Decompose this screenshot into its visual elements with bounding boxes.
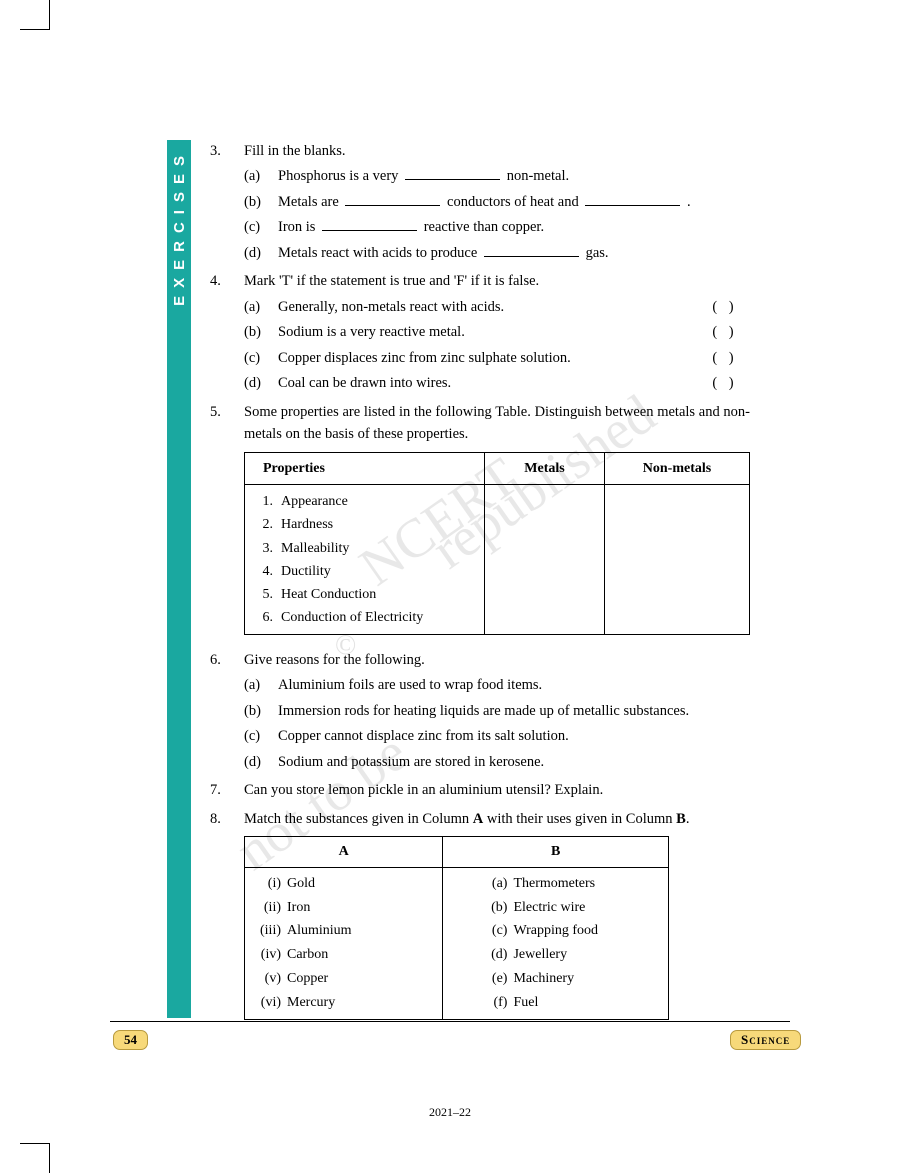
q5-body: Some properties are listed in the follow… (244, 401, 750, 645)
blank-input[interactable] (405, 167, 500, 181)
q4-body: Mark 'T' if the statement is true and 'F… (244, 270, 750, 394)
exercises-label: EXERCISES (171, 148, 188, 306)
blank-input[interactable] (345, 192, 440, 206)
q6-num: 6. (210, 649, 244, 773)
q8-num: 8. (210, 808, 244, 1030)
question-5: 5. Some properties are listed in the fol… (210, 401, 750, 645)
q6-d: (d)Sodium and potassium are stored in ke… (244, 751, 750, 773)
properties-table: Properties Metals Non-metals 1.Appearanc… (244, 452, 750, 635)
year-footer: 2021–22 (0, 1105, 900, 1120)
q3-b: (b) Metals are conductors of heat and . (244, 191, 750, 213)
tf-input[interactable]: ( ) (700, 372, 750, 394)
q6-c: (c)Copper cannot displace zinc from its … (244, 725, 750, 747)
q8-prompt: Match the substances given in Column A w… (244, 808, 750, 830)
q7-num: 7. (210, 779, 244, 801)
q4-d: (d)Coal can be drawn into wires.( ) (244, 372, 750, 394)
tf-input[interactable]: ( ) (700, 296, 750, 318)
q6-body: Give reasons for the following. (a)Alumi… (244, 649, 750, 773)
q5-num: 5. (210, 401, 244, 645)
crop-mark-tl (20, 0, 50, 30)
page-content: 3. Fill in the blanks. (a) Phosphorus is… (210, 140, 750, 1034)
q3-d: (d) Metals react with acids to produce g… (244, 242, 750, 264)
table-header-row: A B (245, 837, 669, 868)
q5-prompt: Some properties are listed in the follow… (244, 401, 750, 446)
properties-cell: 1.Appearance 2.Hardness 3.Malleability 4… (245, 485, 485, 635)
table-body-row: 1.Appearance 2.Hardness 3.Malleability 4… (245, 485, 750, 635)
q4-prompt: Mark 'T' if the statement is true and 'F… (244, 270, 750, 292)
footer-rule (110, 1021, 790, 1022)
nonmetals-cell[interactable] (605, 485, 750, 635)
blank-input[interactable] (322, 218, 417, 232)
q3-num: 3. (210, 140, 244, 264)
page-number-badge: 54 (113, 1030, 148, 1050)
subject-badge: Science (730, 1030, 801, 1050)
question-4: 4. Mark 'T' if the statement is true and… (210, 270, 750, 394)
column-b-cell: (a)Thermometers (b)Electric wire (c)Wrap… (443, 867, 669, 1019)
crop-mark-bl (20, 1143, 50, 1173)
q4-c: (c)Copper displaces zinc from zinc sulph… (244, 347, 750, 369)
q3-a: (a) Phosphorus is a very non-metal. (244, 165, 750, 187)
question-3: 3. Fill in the blanks. (a) Phosphorus is… (210, 140, 750, 264)
q4-b: (b)Sodium is a very reactive metal.( ) (244, 321, 750, 343)
metals-cell[interactable] (485, 485, 605, 635)
q7-prompt: Can you store lemon pickle in an alumini… (244, 779, 750, 801)
question-8: 8. Match the substances given in Column … (210, 808, 750, 1030)
q6-b: (b)Immersion rods for heating liquids ar… (244, 700, 750, 722)
blank-input[interactable] (585, 192, 680, 206)
column-a-cell: (i)Gold (ii)Iron (iii)Aluminium (iv)Carb… (245, 867, 443, 1019)
tf-input[interactable]: ( ) (700, 347, 750, 369)
exercises-tab: EXERCISES (167, 140, 191, 1018)
question-7: 7. Can you store lemon pickle in an alum… (210, 779, 750, 801)
q3-body: Fill in the blanks. (a) Phosphorus is a … (244, 140, 750, 264)
q3-prompt: Fill in the blanks. (244, 140, 750, 162)
q6-prompt: Give reasons for the following. (244, 649, 750, 671)
q8-body: Match the substances given in Column A w… (244, 808, 750, 1030)
q6-a: (a)Aluminium foils are used to wrap food… (244, 674, 750, 696)
question-6: 6. Give reasons for the following. (a)Al… (210, 649, 750, 773)
q4-a: (a)Generally, non-metals react with acid… (244, 296, 750, 318)
table-header-row: Properties Metals Non-metals (245, 452, 750, 485)
match-table: A B (i)Gold (ii)Iron (iii)Aluminium (iv)… (244, 836, 669, 1019)
table-body-row: (i)Gold (ii)Iron (iii)Aluminium (iv)Carb… (245, 867, 669, 1019)
q4-num: 4. (210, 270, 244, 394)
tf-input[interactable]: ( ) (700, 321, 750, 343)
blank-input[interactable] (484, 243, 579, 257)
q3-c: (c) Iron is reactive than copper. (244, 216, 750, 238)
